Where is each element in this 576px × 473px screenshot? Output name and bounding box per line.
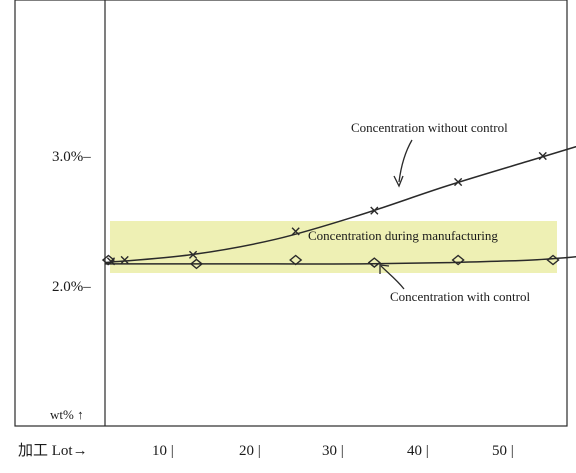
point-with-control-0 <box>101 254 116 266</box>
point-with-control-1 <box>189 258 204 270</box>
x-tick-20: 20 | <box>239 443 261 459</box>
y-unit-label: wt% ↑ <box>50 407 84 422</box>
point-without-control-1 <box>120 255 129 265</box>
annotation-arrowhead-with-control <box>379 264 390 274</box>
point-without-control-5 <box>454 177 463 187</box>
point-without-control-4 <box>370 206 379 215</box>
plot-frame <box>14 0 568 427</box>
annotation-arrowhead-without-control <box>393 175 404 188</box>
annotation-arrow-with-control <box>380 265 405 290</box>
x-tick-30: 30 | <box>322 443 344 459</box>
point-with-control-2 <box>289 254 303 266</box>
annotation-arrow-without-control <box>398 139 413 183</box>
point-with-control-4 <box>451 254 465 266</box>
x-tick-40: 40 | <box>407 443 429 459</box>
curve-without-control <box>104 145 576 264</box>
annotation-without-control: Concentration without control <box>351 120 508 135</box>
x-tick-10: 10 | <box>152 443 174 459</box>
point-with-control-5 <box>546 254 560 266</box>
x-unit-label: 加工 Lot→ <box>18 442 88 459</box>
point-without-control-6 <box>538 151 547 161</box>
point-without-control-3 <box>291 227 300 236</box>
y-tick-2-0: 2.0%– <box>52 279 91 295</box>
x-tick-50: 50 | <box>492 443 514 459</box>
band-label: Concentration during manufacturing <box>308 228 498 243</box>
point-with-control-3 <box>367 257 381 269</box>
y-tick-3-0: 3.0%– <box>52 149 91 165</box>
point-without-control-2 <box>188 250 198 259</box>
annotation-with-control: Concentration with control <box>390 289 530 304</box>
